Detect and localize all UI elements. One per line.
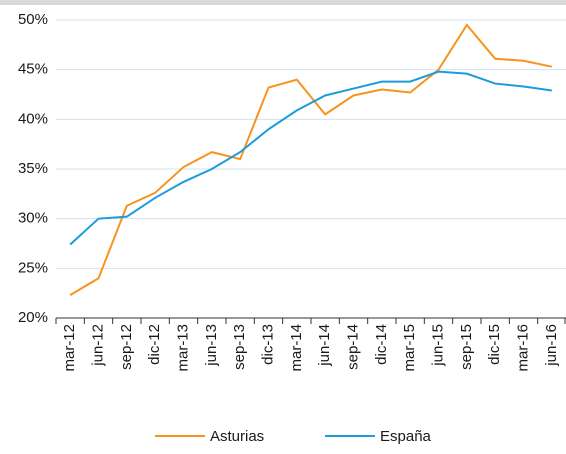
x-tick-label: jun-15 [429,324,446,367]
x-tick-label: sep-12 [118,324,135,370]
x-tick-label: jun-12 [89,324,106,367]
x-tick-label: sep-15 [458,324,475,370]
x-tick-label: mar-16 [514,324,531,372]
y-tick-label: 35% [18,160,48,177]
legend-label: Asturias [210,428,264,445]
y-tick-label: 20% [18,309,48,326]
y-tick-label: 25% [18,259,48,276]
x-tick-label: jun-13 [203,324,220,367]
x-tick-label: dic-13 [259,324,276,365]
y-tick-label: 40% [18,110,48,127]
y-tick-label: 45% [18,61,48,78]
x-tick-label: mar-15 [401,324,418,372]
legend-label: España [380,428,432,445]
y-tick-label: 50% [18,11,48,28]
x-tick-label: jun-16 [543,324,560,367]
x-tick-label: sep-14 [344,324,361,370]
x-tick-label: dic-15 [486,324,503,365]
series-line [69,23,553,297]
x-tick-label: dic-12 [146,324,163,365]
x-tick-label: jun-14 [316,324,333,367]
x-tick-label: mar-13 [174,324,191,372]
series-line [69,70,552,246]
y-tick-label: 30% [18,210,48,227]
x-tick-label: dic-14 [373,324,390,365]
x-tick-label: sep-13 [231,324,248,370]
x-tick-label: mar-12 [61,324,78,372]
top-bar [0,0,566,5]
x-tick-label: mar-14 [288,324,305,372]
